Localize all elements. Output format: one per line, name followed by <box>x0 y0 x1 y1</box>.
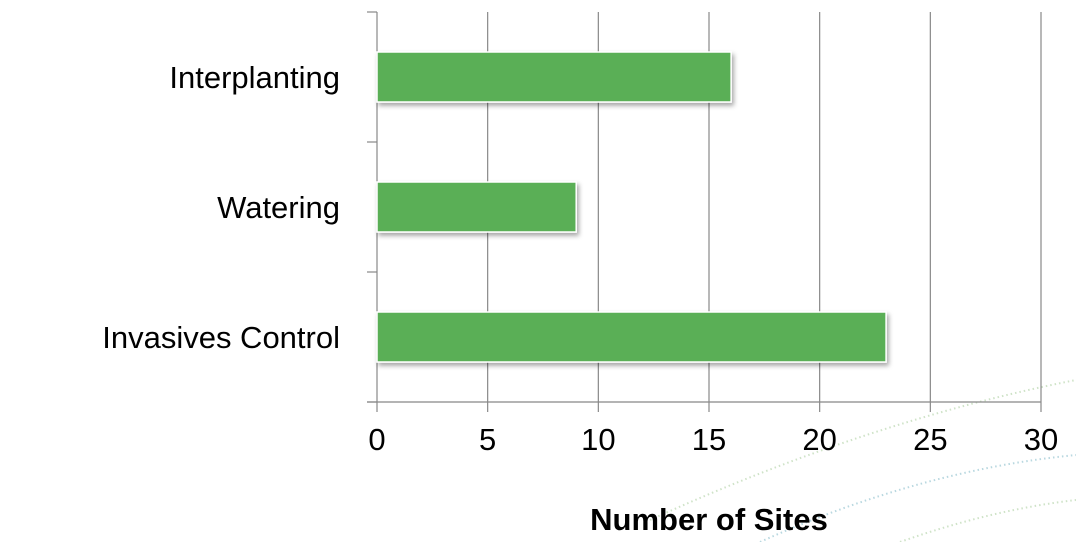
category-label-watering: Watering <box>217 190 340 225</box>
x-tick-label-30: 30 <box>1024 422 1058 457</box>
bar-interplanting <box>376 51 732 103</box>
x-tick-label-10: 10 <box>581 422 615 457</box>
labels: 0 5 10 15 20 25 30 Interplanting Watering Invasiv… <box>102 60 1058 537</box>
category-label-invasives-control: Invasives Control <box>102 320 340 355</box>
x-tick-label-0: 0 <box>368 422 385 457</box>
x-axis-title: Number of Sites <box>590 502 828 537</box>
x-tick-label-15: 15 <box>692 422 726 457</box>
bars <box>376 51 887 363</box>
x-tick-label-20: 20 <box>802 422 836 457</box>
x-tick-label-25: 25 <box>913 422 947 457</box>
bar-invasives-control <box>376 311 887 363</box>
category-label-interplanting: Interplanting <box>169 60 340 95</box>
bar-watering <box>376 181 577 233</box>
decorative-swoosh <box>649 379 1076 542</box>
x-tick-label-5: 5 <box>479 422 496 457</box>
